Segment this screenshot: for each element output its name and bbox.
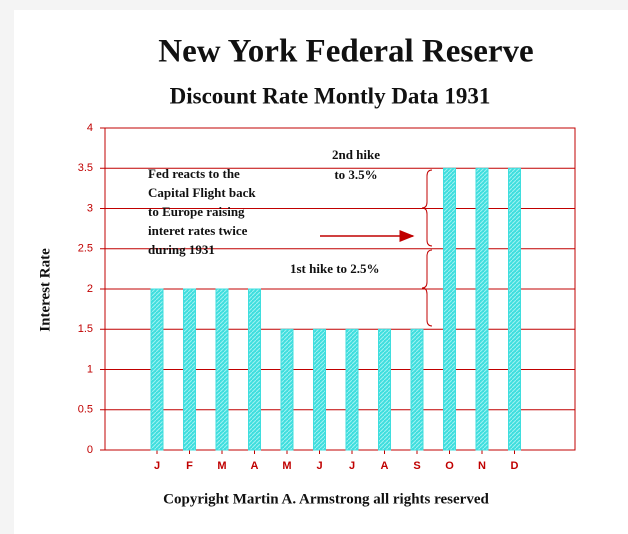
y-tick-label: 1 xyxy=(87,363,93,375)
annotation: 1st hike to 2.5% xyxy=(290,261,380,276)
bar xyxy=(183,288,196,451)
x-tick-label: J xyxy=(154,460,160,472)
bar xyxy=(248,288,261,451)
y-tick-label: 0.5 xyxy=(78,404,93,416)
brace xyxy=(421,249,433,327)
x-tick-label: O xyxy=(445,460,454,472)
footer: Copyright Martin A. Armstrong all rights… xyxy=(163,491,489,507)
bar xyxy=(215,288,229,451)
bar xyxy=(313,328,326,451)
bar xyxy=(345,328,359,451)
y-tick-label: 0 xyxy=(87,444,93,456)
chart-subtitle: Discount Rate Montly Data 1931 xyxy=(170,83,491,108)
x-tick-label: D xyxy=(511,460,519,472)
annotation: 2nd hike xyxy=(332,147,380,162)
x-tick-label: N xyxy=(478,460,486,472)
annotation: to Europe raising xyxy=(148,204,245,219)
y-axis-label: Interest Rate xyxy=(37,248,53,332)
x-tick-label: A xyxy=(381,460,389,472)
bar xyxy=(150,288,164,451)
x-tick-label: A xyxy=(251,460,259,472)
bar xyxy=(443,167,456,451)
plot-border xyxy=(104,127,576,451)
x-tick-label: M xyxy=(217,460,226,472)
bar xyxy=(280,328,294,451)
x-tick-label: M xyxy=(282,460,291,472)
annotation: Fed reacts to the xyxy=(148,166,240,181)
annotation: during 1931 xyxy=(148,242,215,257)
y-tick-label: 4 xyxy=(87,122,93,134)
annotation: to 3.5% xyxy=(334,167,377,182)
bar xyxy=(508,167,521,451)
bar xyxy=(378,328,391,451)
x-tick-label: J xyxy=(349,460,355,472)
y-tick-label: 3.5 xyxy=(78,162,93,174)
y-tick-label: 3 xyxy=(87,202,93,214)
y-tick-label: 1.5 xyxy=(78,323,93,335)
bar xyxy=(410,328,424,451)
bar xyxy=(475,167,489,451)
x-tick-label: J xyxy=(316,460,322,472)
annotation: interet rates twice xyxy=(148,223,248,238)
y-tick-label: 2 xyxy=(87,283,93,295)
y-tick-label: 2.5 xyxy=(78,243,93,255)
x-tick-label: F xyxy=(186,460,193,472)
x-tick-label: S xyxy=(413,460,420,472)
chart-title: New York Federal Reserve xyxy=(158,34,533,70)
annotation: Capital Flight back xyxy=(148,185,256,200)
